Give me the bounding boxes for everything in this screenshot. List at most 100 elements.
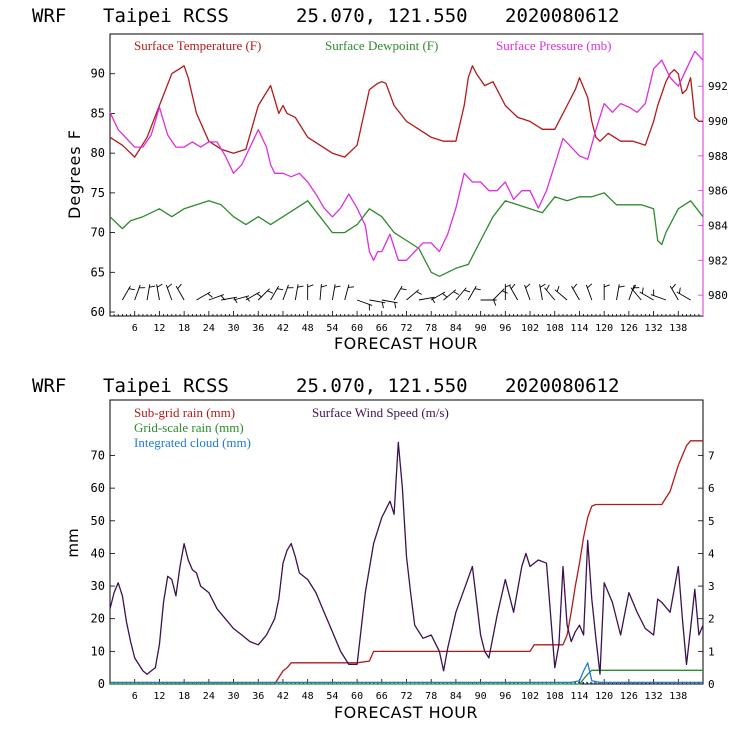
wind-barb-feather [167,283,173,289]
wind-barb [628,284,635,301]
legend-gridscale-rain: Grid-scale rain (mm) [134,420,244,435]
y2-tick-label: 992 [708,80,728,93]
top-plot-frame [109,33,704,317]
wind-barb-feather [632,284,637,291]
x-tick-label: 12 [153,323,165,334]
wind-barb-feather [572,283,578,290]
x-tick-label: 24 [203,691,215,702]
top-header-run: 2020080612 [505,5,619,27]
wind-barb [639,291,654,301]
wind-barb [443,289,457,301]
wind-barbs-row [121,283,691,311]
series-line-surface-dewpoint-f [109,192,704,277]
top-header: WRF Taipei RCSS 25.070, 121.550 20200806… [32,5,619,27]
top-header-coords: 25.070, 121.550 [296,5,468,27]
wind-barb [344,284,350,301]
top-y-axis-label: Degrees F [65,129,84,219]
x-tick-label: 84 [450,323,462,334]
x-tick-label: 126 [620,691,638,702]
y2-tick-label: 980 [708,289,728,302]
x-tick-label: 108 [546,691,564,702]
x-tick-label: 60 [351,691,363,702]
wind-barb [571,285,580,301]
x-tick-label: 30 [228,691,240,702]
bottom-header-model: WRF [32,375,66,397]
series-line-grid-scale-rain-mm [110,669,703,685]
wind-barb [676,291,691,301]
x-tick-label: 72 [400,323,412,334]
wind-barb [175,285,185,301]
x-tick-label: 24 [203,323,215,334]
top-x-axis: 6 12 18 24 30 36 42 48 54 60 66 72 78 84 90 96 102 108 114… [113,311,700,334]
legend-subgrid-rain: Sub-grid rain (mm) [134,405,235,420]
y-tick-label: 70 [91,448,105,462]
wind-barb-feather [678,287,681,294]
x-tick-label: 84 [450,691,462,702]
x-tick-label: 48 [302,691,314,702]
wind-barb [554,289,568,301]
y-tick-label: 0 [98,677,105,691]
x-tick-label: 36 [252,323,264,334]
wind-barb-feather [381,302,384,309]
wind-barb-feather [641,287,644,294]
x-tick-label: 132 [645,691,663,702]
wind-barb [509,285,519,301]
wind-barb-feather [474,288,481,291]
y-tick-label: 75 [91,186,105,200]
x-tick-label: 114 [570,691,588,702]
wind-barb [294,284,299,301]
y-tick-label: 10 [91,644,105,658]
wind-barb-feather [394,302,397,309]
y-tick-label: 40 [91,546,105,560]
wind-barb-feather [400,288,407,291]
wind-barb [208,294,225,301]
wind-barb-feather [442,293,448,298]
legend-integrated-cloud: Integrated cloud (mm) [134,435,251,450]
wind-barb [585,284,593,301]
wind-barb [406,289,420,301]
x-tick-label: 66 [376,323,388,334]
bottom-legend: Sub-grid rain (mm) Surface Wind Speed (m… [134,405,449,450]
x-tick-label: 6 [132,691,138,702]
y2-tick-label: 990 [708,115,728,128]
bottom-header: WRF Taipei RCSS 25.070, 121.550 20200806… [32,375,619,397]
wind-barb-feather [348,286,355,288]
x-tick-label: 66 [376,691,388,702]
series-line-surface-temperature-f [109,65,703,158]
x-tick-label: 96 [499,323,511,334]
x-tick-label: 120 [595,323,613,334]
wind-barb [669,285,679,301]
wind-barb [146,284,151,301]
x-tick-label: 36 [252,691,264,702]
y2-tick-label: 2 [708,613,715,626]
y-tick-label: 60 [91,481,105,495]
y2-tick-label: 982 [708,254,728,267]
wind-barb-feather [618,285,625,288]
legend-surface-wind-speed: Surface Wind Speed (m/s) [312,405,449,420]
top-series-group [109,50,704,277]
x-tick-label: 78 [425,323,437,334]
wind-barb-feather [539,283,546,288]
x-tick-label: 108 [546,323,564,334]
x-tick-label: 18 [178,323,190,334]
wind-barb [393,285,403,301]
wind-barb-feather [505,284,512,288]
x-tick-label: 54 [326,691,338,702]
x-tick-label: 138 [669,323,687,334]
wind-barb-feather [453,291,459,295]
legend-surface-temperature: Surface Temperature (F) [134,38,261,53]
wind-barb-feather [321,284,328,288]
wind-barb-feather [307,284,314,288]
series-line-surface-pressure-mb [109,50,704,261]
wind-barb-feather [493,299,497,306]
top-x-axis-label: FORECAST HOUR [334,334,478,353]
y-tick-label: 30 [91,579,105,593]
wind-barb [492,288,505,301]
bottom-series-group [109,440,704,685]
bottom-x-axis-label: FORECAST HOUR [334,703,478,722]
wind-barb-feather [545,284,550,291]
wind-barb-feather [128,288,135,291]
y2-tick-label: 6 [708,482,715,495]
wind-barb [257,288,270,301]
legend-surface-pressure: Surface Pressure (mb) [496,38,612,53]
